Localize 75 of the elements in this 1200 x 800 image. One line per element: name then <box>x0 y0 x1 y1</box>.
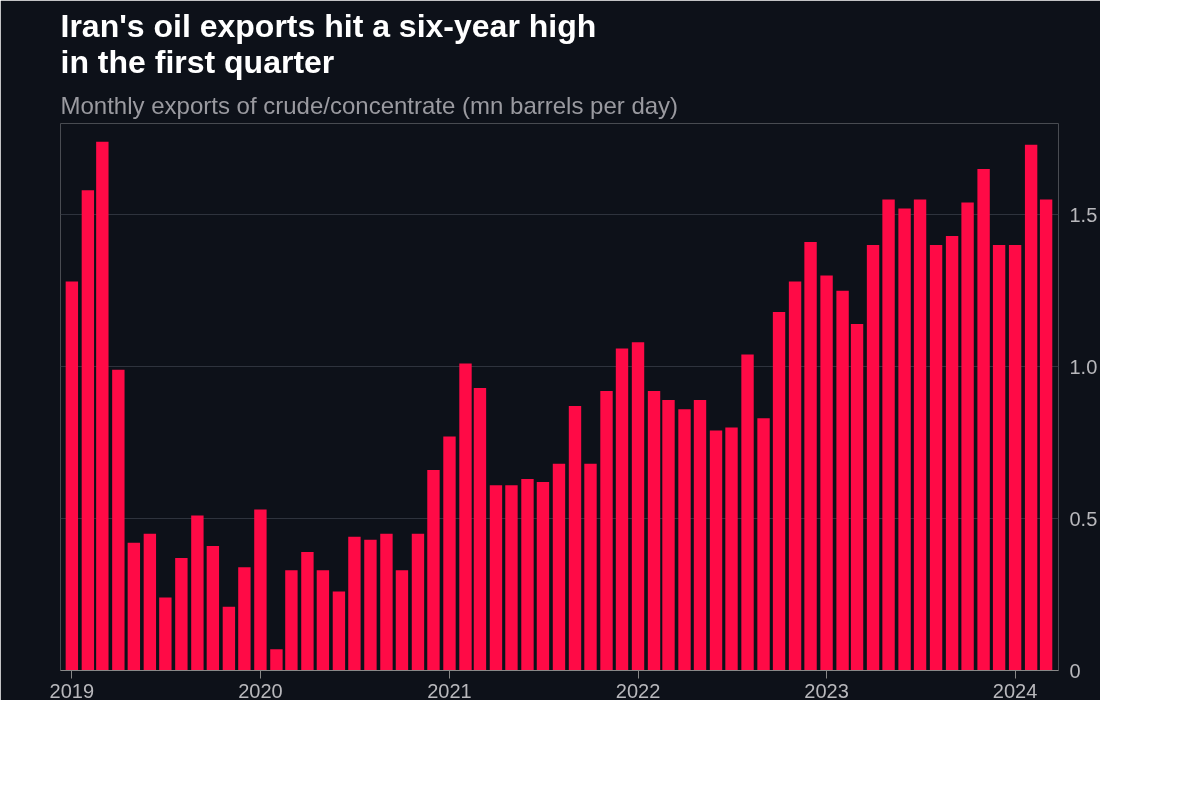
bar <box>1024 144 1038 671</box>
chart-subtitle: Monthly exports of crude/concentrate (mn barrels per day) <box>60 91 679 119</box>
bar <box>159 597 172 671</box>
bar <box>678 409 691 671</box>
bar <box>380 533 393 671</box>
bar <box>757 418 770 671</box>
bar <box>411 533 425 671</box>
bar <box>521 479 534 671</box>
bar <box>804 242 817 671</box>
bar <box>459 363 472 671</box>
bar <box>143 533 157 671</box>
bar <box>175 558 188 671</box>
bar <box>647 390 661 671</box>
bar <box>992 245 1006 671</box>
bar <box>836 290 849 671</box>
bar <box>191 515 204 671</box>
bar <box>427 469 440 671</box>
y-tick-label: 1.5 <box>1069 203 1098 226</box>
bar <box>662 400 675 671</box>
bar <box>443 436 456 671</box>
bar <box>364 539 377 671</box>
bar <box>584 463 597 671</box>
bar <box>222 606 236 671</box>
bar <box>788 281 802 671</box>
bar <box>913 199 927 671</box>
bar <box>882 199 895 671</box>
bar <box>1039 199 1053 671</box>
bar <box>898 208 911 671</box>
bar <box>65 281 79 671</box>
y-tick-label: 0 <box>1069 659 1081 682</box>
x-tick-label: 2020 <box>238 679 283 702</box>
bar <box>505 485 518 671</box>
bar <box>615 348 629 671</box>
bar <box>820 275 833 671</box>
bar <box>945 235 959 671</box>
bar <box>285 570 298 671</box>
bar <box>725 427 738 671</box>
bar <box>741 354 754 671</box>
bar <box>1008 245 1022 671</box>
x-tick-label: 2019 <box>49 679 95 702</box>
bar <box>772 311 786 671</box>
bar <box>81 190 95 671</box>
bar <box>112 369 125 671</box>
bar <box>709 430 723 671</box>
bar <box>270 649 283 671</box>
bar <box>552 463 566 671</box>
x-tick-label: 2021 <box>427 679 472 702</box>
bar <box>489 485 503 671</box>
bar <box>316 570 330 671</box>
bar <box>348 536 361 671</box>
x-tick-label: 2024 <box>992 679 1038 702</box>
bar <box>238 567 251 671</box>
bar <box>127 542 141 671</box>
bar <box>977 169 990 671</box>
bar <box>929 245 943 671</box>
x-tick-label: 2023 <box>804 679 849 702</box>
bar <box>332 591 346 671</box>
bar <box>473 387 487 671</box>
bar <box>206 545 220 671</box>
bar <box>961 202 974 671</box>
bar <box>536 482 550 671</box>
y-tick-label: 1.0 <box>1069 355 1098 378</box>
bar <box>568 406 582 671</box>
x-tick-label: 2022 <box>615 679 661 702</box>
bar <box>631 342 645 671</box>
bar <box>600 390 613 671</box>
bar <box>301 551 314 671</box>
bar <box>693 400 707 671</box>
bar <box>254 509 267 671</box>
y-tick-label: 0.5 <box>1069 507 1098 530</box>
bar <box>395 570 409 671</box>
bar <box>866 245 880 671</box>
bar <box>96 141 109 671</box>
bar <box>850 324 864 671</box>
chart-title: Iran's oil exports hit a six-year high in the first quarter <box>60 7 597 80</box>
